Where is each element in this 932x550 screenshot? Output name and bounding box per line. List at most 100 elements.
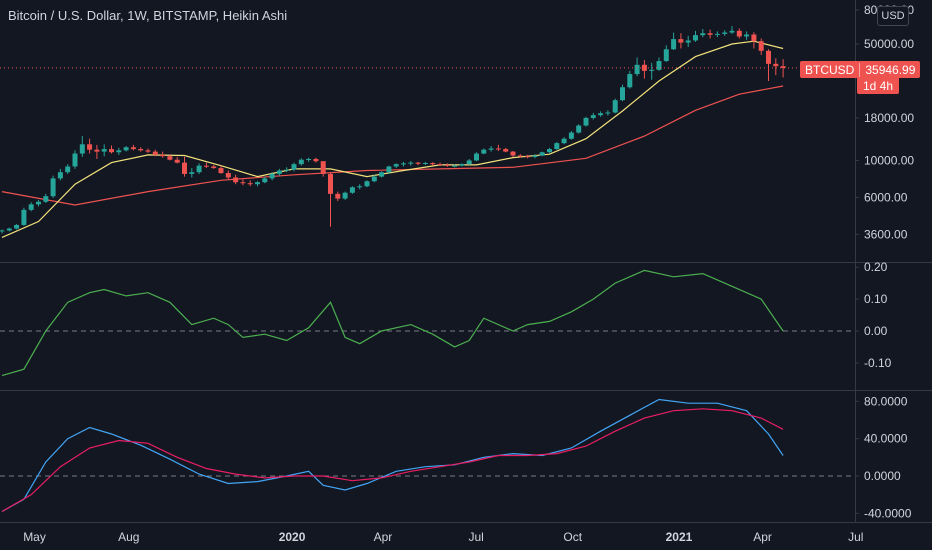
price-tick-label: 18000.00 xyxy=(864,111,914,125)
candle-body xyxy=(138,149,144,151)
osc-tick-label: -40.0000 xyxy=(864,506,912,520)
price-tick-label: 6000.00 xyxy=(864,190,908,204)
candle-body xyxy=(130,147,136,150)
candle-body xyxy=(328,173,333,194)
time-tick-label: Aug xyxy=(118,530,139,544)
candle-body xyxy=(634,64,640,75)
price-tick-label: 50000.00 xyxy=(864,37,914,51)
candle-body xyxy=(693,35,698,41)
candle-body xyxy=(583,117,589,126)
candle-body xyxy=(422,163,428,165)
candle-body xyxy=(109,149,114,153)
osc-tick-label: 80.0000 xyxy=(864,394,908,408)
candle-body xyxy=(481,149,487,154)
candle-body xyxy=(189,172,195,174)
candle-body xyxy=(291,164,297,170)
price-tick-label: 3600.00 xyxy=(864,227,908,241)
time-tick-label: 2020 xyxy=(279,530,306,544)
candle-body xyxy=(87,144,93,150)
osc-tick-label: -0.10 xyxy=(864,356,892,370)
time-tick-label: May xyxy=(23,530,46,544)
candle-body xyxy=(57,172,63,179)
candle-body xyxy=(736,30,742,37)
candle-body xyxy=(364,181,370,187)
candle-body xyxy=(517,155,523,157)
candle-body xyxy=(430,163,436,165)
candle-body xyxy=(123,147,129,151)
candle-body xyxy=(612,100,618,113)
candle-body xyxy=(14,224,20,229)
candle-body xyxy=(729,30,735,33)
osc-tick-label: 0.20 xyxy=(864,260,888,274)
candle-body xyxy=(43,196,49,202)
candle-body xyxy=(160,154,166,157)
candle-body xyxy=(459,164,465,166)
indicator-line-macd xyxy=(1,398,784,513)
candle-body xyxy=(379,172,385,177)
candle-body xyxy=(576,125,582,133)
candle-body xyxy=(152,151,158,155)
candle-body xyxy=(284,169,290,171)
osc-tick-label: 40.0000 xyxy=(864,432,908,446)
candle-body xyxy=(262,178,268,183)
candle-body xyxy=(466,160,472,165)
candle-body xyxy=(598,113,604,116)
candle-body xyxy=(649,69,655,71)
last-price-badge: BTCUSD 35946.99 xyxy=(800,61,921,78)
time-tick-label: Oct xyxy=(563,530,582,544)
candle-body xyxy=(510,151,516,156)
candle-body xyxy=(766,50,771,64)
candle-body xyxy=(28,204,34,210)
candle-body xyxy=(444,164,450,166)
candle-body xyxy=(233,177,239,183)
price-tick-label: 10000.00 xyxy=(864,153,914,167)
candle-body xyxy=(678,39,684,43)
candle-body xyxy=(349,187,355,193)
candle-body xyxy=(620,87,625,101)
candle-body xyxy=(773,63,779,67)
candle-body xyxy=(503,149,509,152)
candle-body xyxy=(568,132,574,139)
candle-body xyxy=(437,164,443,166)
candle-body xyxy=(357,186,363,188)
candle-body xyxy=(554,143,560,150)
candle-body xyxy=(36,201,41,205)
candle-body xyxy=(452,165,458,167)
candle-body xyxy=(539,152,545,156)
candle-body xyxy=(707,33,713,35)
candle-body xyxy=(240,182,246,184)
last-price-value: 35946.99 xyxy=(865,62,916,77)
candle-body xyxy=(94,149,100,152)
time-tick-label: Jul xyxy=(469,530,484,544)
candle-body xyxy=(116,150,122,153)
candle-body xyxy=(474,153,479,161)
candle-body xyxy=(663,49,669,62)
candle-body xyxy=(145,150,151,152)
candle-body xyxy=(525,156,531,158)
indicator-line-signal xyxy=(1,408,784,513)
candle-body xyxy=(386,166,392,173)
candle-body xyxy=(174,159,180,163)
last-price-symbol: BTCUSD xyxy=(800,62,861,77)
time-tick-label: Apr xyxy=(753,530,772,544)
candle-body xyxy=(627,74,633,88)
candle-body xyxy=(218,168,224,174)
candle-body xyxy=(269,173,275,179)
candle-body xyxy=(65,166,71,173)
candle-body xyxy=(714,33,720,35)
currency-button[interactable]: USD xyxy=(877,6,909,26)
candle-body xyxy=(401,163,406,165)
candle-body xyxy=(225,173,231,178)
candle-body xyxy=(276,170,282,174)
time-tick-label: Jul xyxy=(848,530,863,544)
osc-tick-label: 0.00 xyxy=(864,324,888,338)
time-tick-label: 2021 xyxy=(666,530,693,544)
candle-body xyxy=(196,165,202,173)
ma-fast-line xyxy=(1,40,784,238)
candle-body xyxy=(780,66,786,68)
candle-body xyxy=(6,228,12,231)
candle-body xyxy=(72,153,78,167)
bar-countdown: 1d 4h xyxy=(857,78,900,94)
